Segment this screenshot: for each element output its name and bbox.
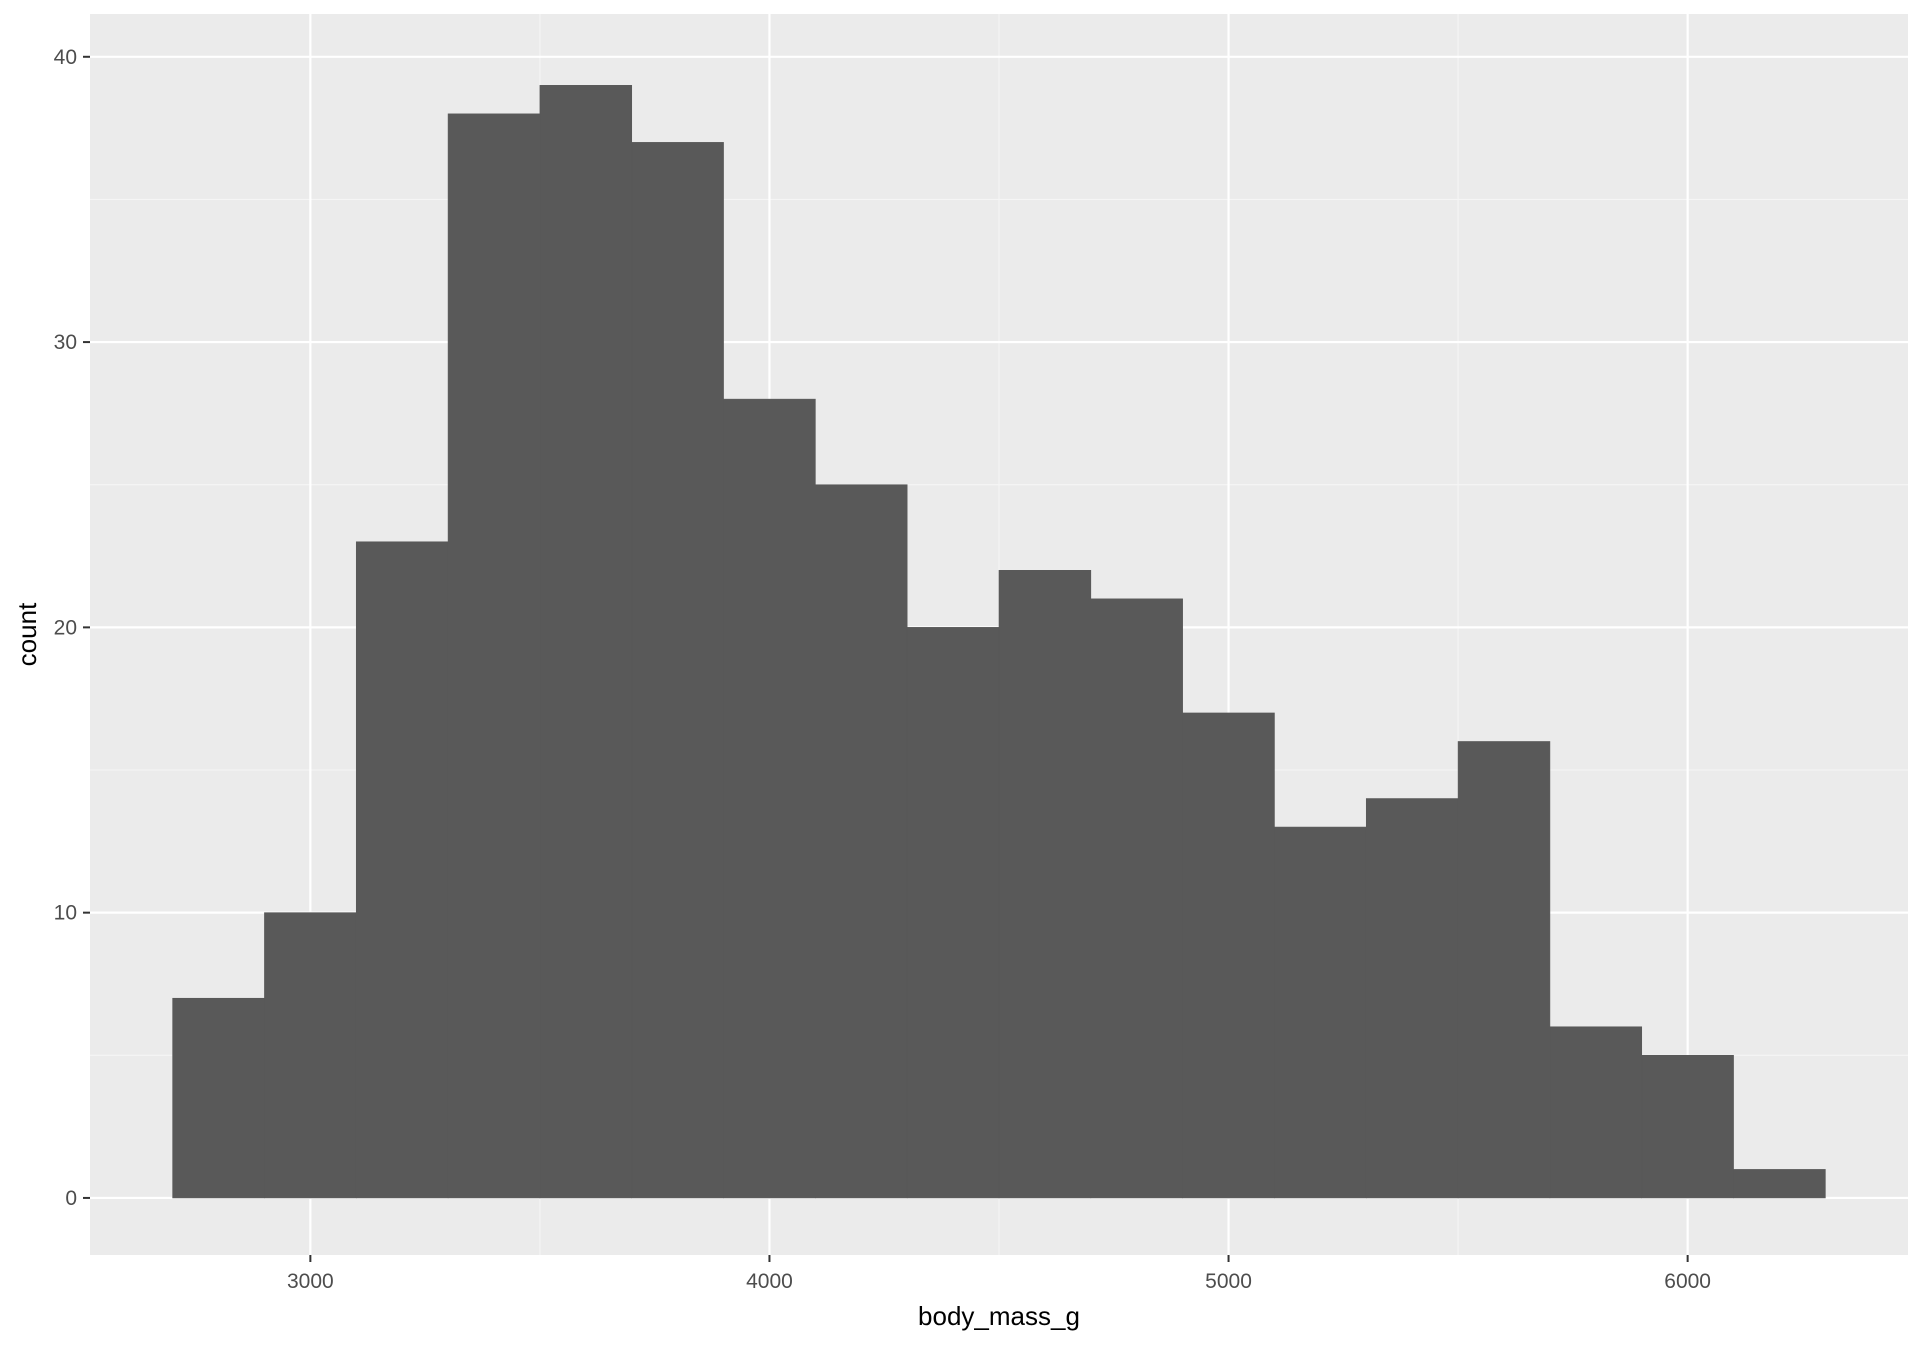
histogram-bar (723, 398, 816, 1199)
histogram-bar (906, 627, 1000, 1199)
histogram-bar (1641, 1054, 1734, 1199)
histogram-bar (1733, 1169, 1826, 1199)
histogram-bar (631, 142, 724, 1199)
y-tick-label: 0 (65, 1187, 77, 1210)
histogram-bar (815, 484, 908, 1199)
x-tick-label: 6000 (1664, 1270, 1711, 1293)
y-tick-label: 10 (54, 902, 77, 925)
histogram-bar (998, 570, 1092, 1199)
x-axis: 3000 4000 5000 6000 (287, 1255, 1711, 1293)
y-tick-label: 20 (54, 616, 77, 639)
histogram-bar (264, 912, 357, 1199)
histogram-bar (355, 541, 449, 1199)
y-axis-title: count (12, 602, 42, 666)
histogram-bar (1274, 826, 1367, 1199)
histogram-bar (539, 85, 633, 1199)
y-tick-label: 40 (54, 46, 77, 69)
histogram-bar (1365, 798, 1459, 1199)
histogram-bars (172, 85, 1826, 1199)
x-tick-label: 3000 (287, 1270, 334, 1293)
histogram-bar (1457, 741, 1551, 1199)
histogram-bar (447, 113, 541, 1199)
histogram-bar (172, 997, 265, 1199)
x-tick-label: 5000 (1205, 1270, 1252, 1293)
histogram-bar (1182, 712, 1275, 1199)
y-axis: 0 10 20 30 40 (54, 46, 90, 1210)
x-tick-label: 4000 (746, 1270, 793, 1293)
x-axis-title: body_mass_g (918, 1301, 1080, 1331)
histogram-bar (1090, 598, 1183, 1199)
y-tick-label: 30 (54, 331, 77, 354)
histogram-bar (1549, 1026, 1643, 1199)
